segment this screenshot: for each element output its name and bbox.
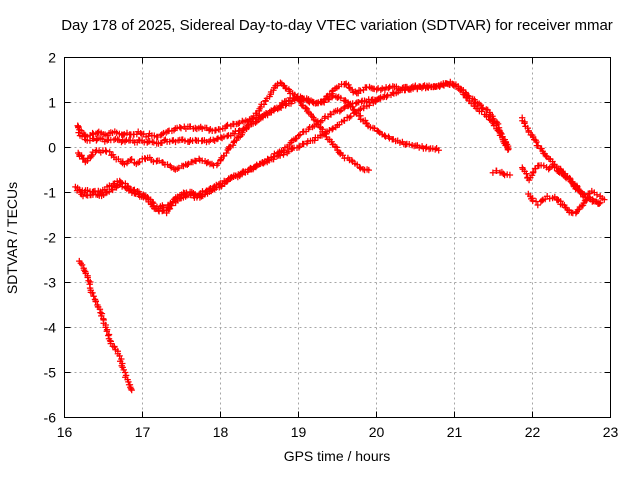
y-tick-label: 1 — [48, 95, 56, 111]
x-tick-label: 18 — [213, 424, 229, 440]
y-tick-label: 0 — [48, 140, 56, 156]
x-tick-label: 22 — [525, 424, 541, 440]
x-tick-label: 17 — [135, 424, 151, 440]
plot-frame — [64, 57, 611, 418]
data-series-trace-9 — [519, 162, 608, 203]
data-series-trace-2 — [75, 92, 442, 154]
data-series-trace-10 — [525, 190, 602, 217]
data-series-trace-1-plunge — [76, 257, 135, 394]
x-tick-label: 16 — [57, 424, 73, 440]
chart-title: Day 178 of 2025, Sidereal Day-to-day VTE… — [61, 17, 613, 34]
x-tick-label: 21 — [447, 424, 463, 440]
y-tick-label: -6 — [44, 410, 57, 426]
y-tick-label: -1 — [44, 185, 57, 201]
y-tick-label: -5 — [44, 365, 57, 381]
x-axis-label: GPS time / hours — [284, 448, 391, 464]
data-series-trace-4-hump — [75, 79, 372, 174]
y-tick-label: -4 — [44, 320, 57, 336]
data-series-trace-6 — [73, 94, 384, 217]
x-tick-label: 20 — [369, 424, 385, 440]
x-tick-label: 23 — [603, 424, 619, 440]
y-axis-label: SDTVAR / TECUs — [4, 182, 20, 294]
y-tick-label: -2 — [44, 230, 57, 246]
y-tick-label: -3 — [44, 275, 57, 291]
data-series-trace-3 — [74, 78, 512, 153]
data-series-group — [72, 78, 608, 394]
y-tick-label: 2 — [48, 50, 56, 66]
x-tick-label: 19 — [291, 424, 307, 440]
gridlines — [64, 57, 611, 418]
data-series-trace-7-stub — [489, 167, 514, 179]
